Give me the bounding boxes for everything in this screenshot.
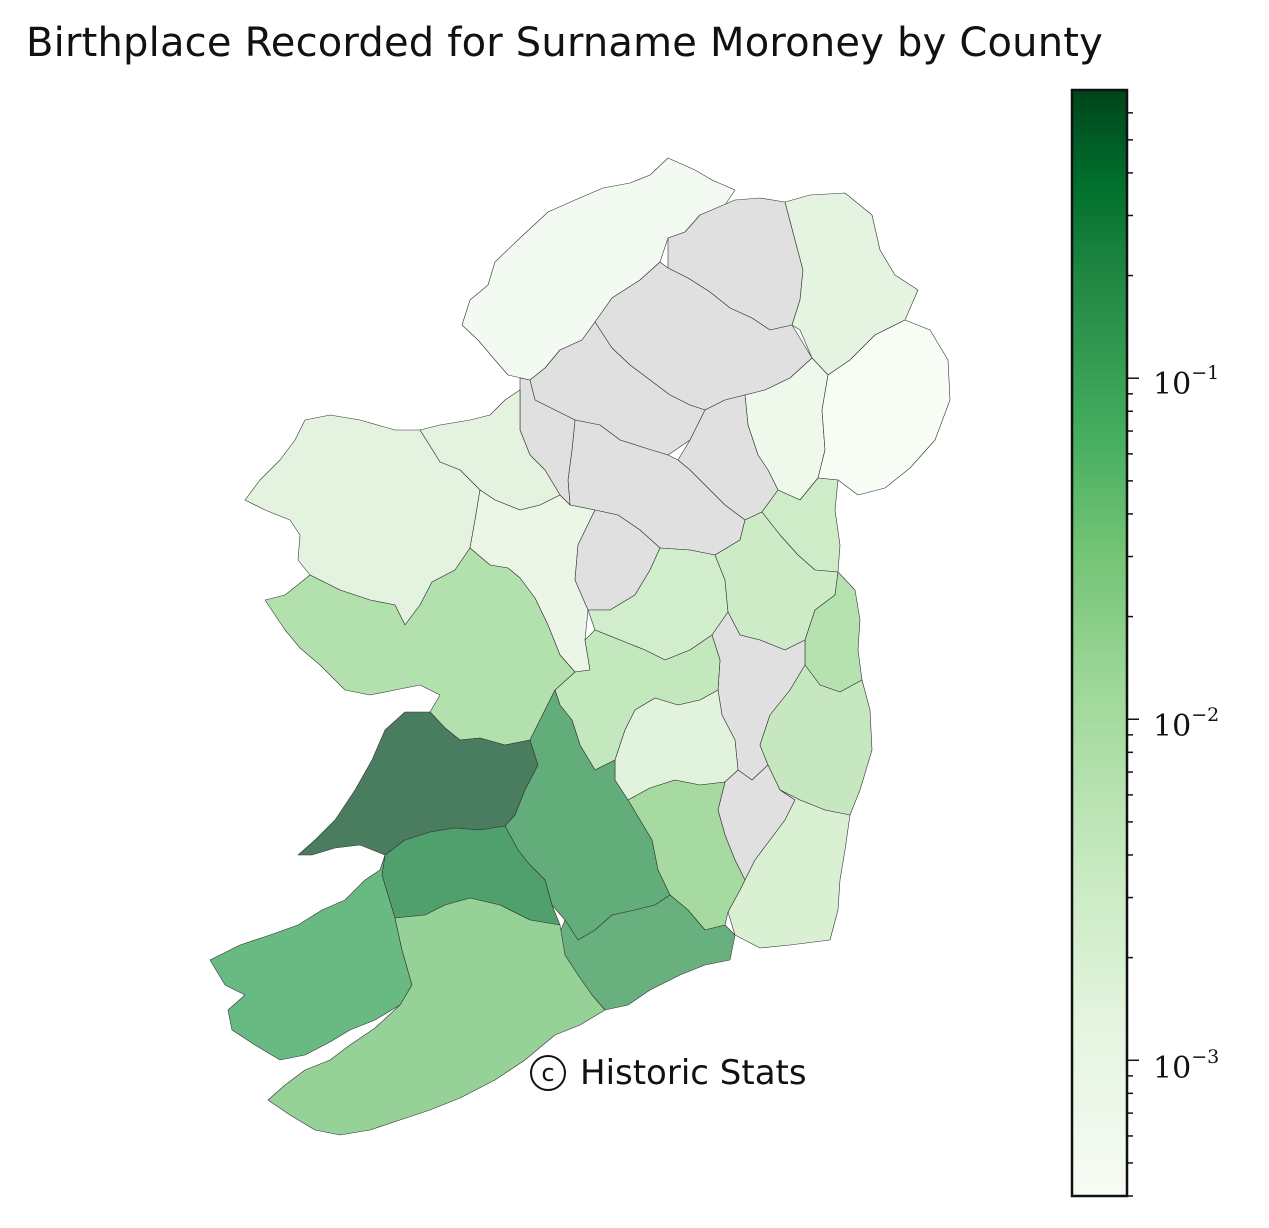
county-wexford[interactable] [727, 789, 851, 949]
copyright-credit: c Historic Stats [530, 1053, 807, 1093]
map-title: Birthplace Recorded for Surname Moroney … [26, 20, 1104, 66]
colorbar-tick-label-3: 10−3 [1153, 1046, 1220, 1086]
colorbar-gradient [1070, 88, 1129, 1198]
county-down[interactable] [817, 319, 951, 496]
credit-text: Historic Stats [580, 1053, 807, 1093]
county-galway[interactable] [264, 547, 576, 746]
colorbar [1070, 88, 1139, 1198]
colorbar-tick-label-2: 10−2 [1153, 704, 1220, 744]
colorbar-tick-label-1: 10−1 [1153, 362, 1220, 402]
county-cork[interactable] [267, 897, 606, 1136]
copyright-icon: c [530, 1055, 566, 1091]
